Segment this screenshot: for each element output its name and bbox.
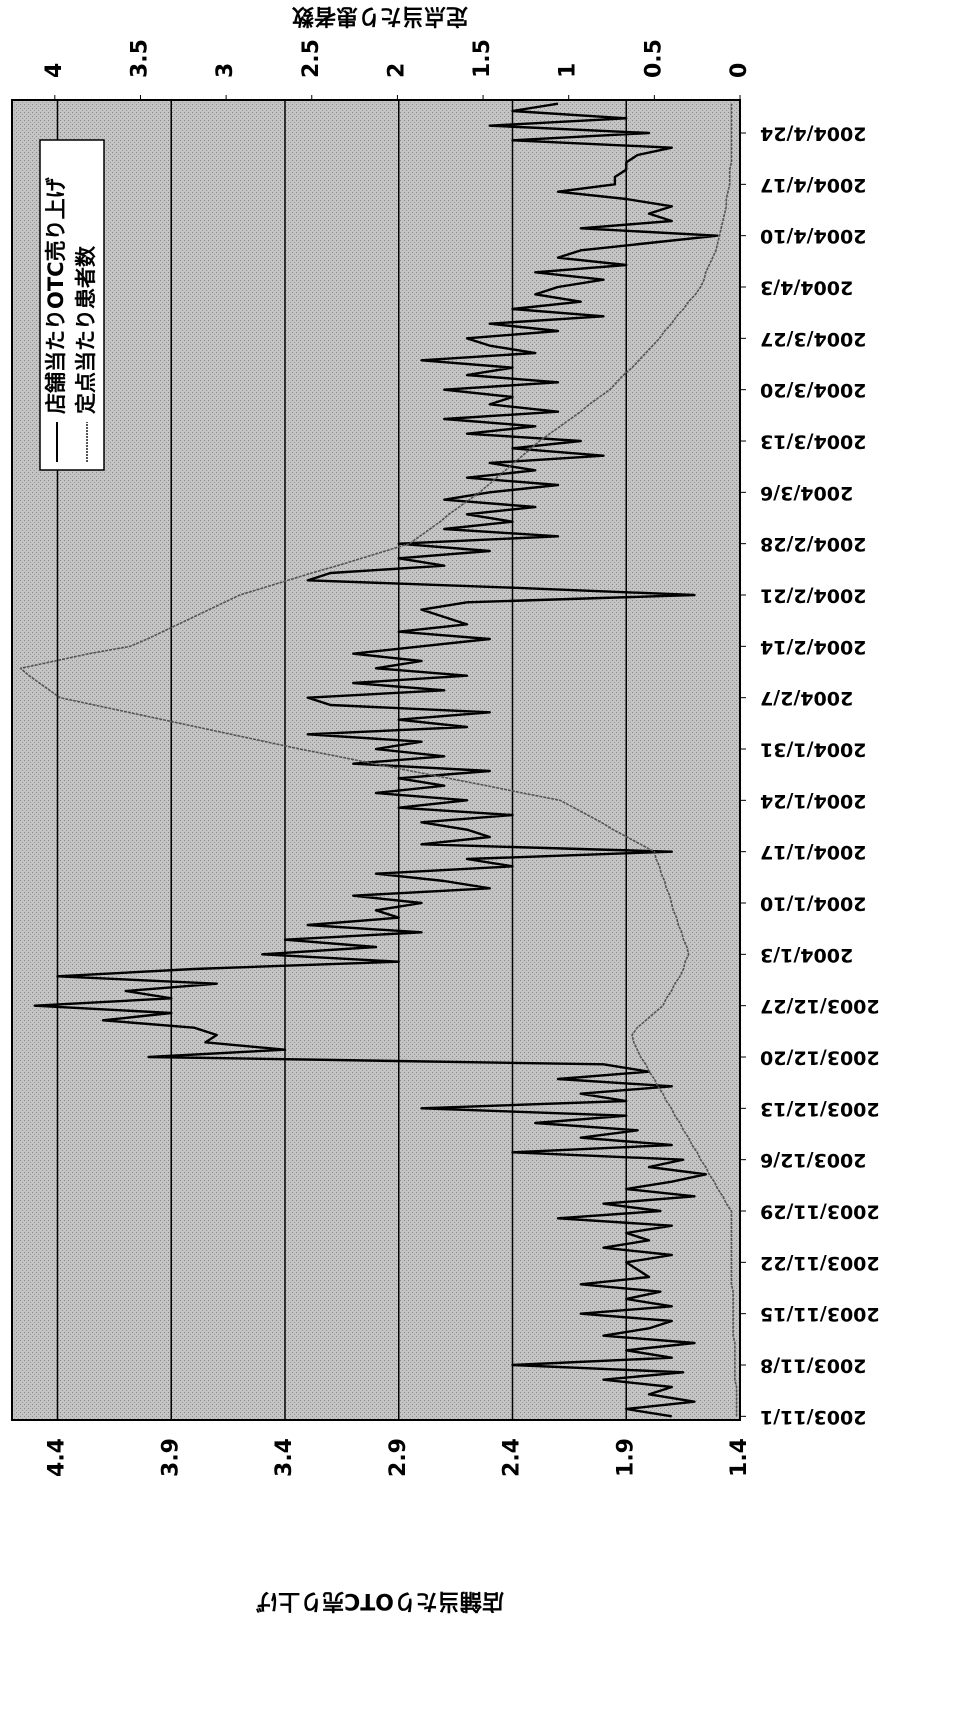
x-tick-label: 2003/11/29 — [760, 1201, 880, 1223]
x-tick-label: 2004/4/17 — [760, 174, 866, 196]
series-line — [19, 103, 738, 1417]
y2-tick-label: 2 — [384, 63, 409, 78]
x-tick-label: 2003/12/20 — [760, 1047, 880, 1069]
y2-tick-label: 0 — [727, 63, 752, 78]
x-tick-label: 2004/3/27 — [760, 328, 866, 350]
x-tick-label: 2004/2/21 — [760, 585, 866, 607]
y-tick-label: 2.9 — [386, 1438, 411, 1477]
y-tick-label: 1.9 — [613, 1438, 638, 1477]
rotated-chart: 1.4 1.9 2.4 2.9 3.4 3.9 4.4 0 0.5 1 1.5 2 2.5 3 3.5 4 20… — [11, 3, 880, 1614]
x-tick-label: 2004/3/20 — [760, 379, 866, 401]
x-tick-label: 2004/4/24 — [760, 123, 866, 145]
x-tick-label: 2004/3/6 — [760, 482, 853, 504]
x-tick-label: 2004/1/24 — [760, 790, 866, 812]
x-tick-label: 2003/12/27 — [760, 995, 880, 1017]
y2-tick-label: 3.5 — [127, 39, 152, 78]
y2-tick-label: 2.5 — [299, 39, 324, 78]
y-tick-label: 1.4 — [727, 1438, 752, 1477]
x-tick-label: 2003/12/13 — [760, 1098, 880, 1120]
series-line — [33, 102, 719, 1418]
legend-box — [39, 139, 105, 471]
x-tick-label: 2004/1/3 — [760, 944, 853, 966]
x-tick-label: 2004/1/10 — [760, 893, 866, 915]
x-tick-label: 2003/11/22 — [760, 1252, 880, 1274]
legend-label: 店舗当たりOTC売り上げ — [44, 176, 68, 414]
y-tick-label: 3.4 — [272, 1438, 297, 1477]
x-tick-label: 2003/11/1 — [760, 1406, 866, 1428]
x-tick-label: 2003/12/6 — [760, 1149, 866, 1171]
y2-tick-label: 4 — [42, 63, 67, 78]
x-tick-label: 2004/4/10 — [760, 225, 866, 247]
y-tick-label: 3.9 — [158, 1438, 183, 1477]
x-tick-label: 2004/2/14 — [760, 636, 866, 658]
y-tick-label: 2.4 — [500, 1438, 525, 1477]
x-tick-label: 2004/1/17 — [760, 841, 866, 863]
x-tick-label: 2003/11/15 — [760, 1303, 880, 1325]
y2-tick-label: 0.5 — [641, 39, 666, 78]
x-tick-label: 2004/2/7 — [760, 687, 853, 709]
x-tick-label: 2004/2/28 — [760, 533, 866, 555]
x-tick-label: 2004/1/31 — [760, 739, 866, 761]
x-tick-label: 2004/3/13 — [760, 431, 866, 453]
x-tick-label: 2003/11/8 — [760, 1355, 866, 1377]
y2-axis-title: 定点当たり患者数 — [291, 3, 468, 29]
y2-tick-label: 1 — [556, 63, 581, 78]
y2-tick-label: 1.5 — [470, 39, 495, 78]
y2-tick-label: 3 — [213, 63, 238, 78]
legend-label: 定点当たり患者数 — [74, 245, 98, 414]
y-tick-label: 4.4 — [45, 1438, 70, 1477]
y-axis-title: 店舗当たりOTC売り上げ — [255, 1588, 504, 1614]
x-tick-label: 2004/4/3 — [760, 277, 853, 299]
